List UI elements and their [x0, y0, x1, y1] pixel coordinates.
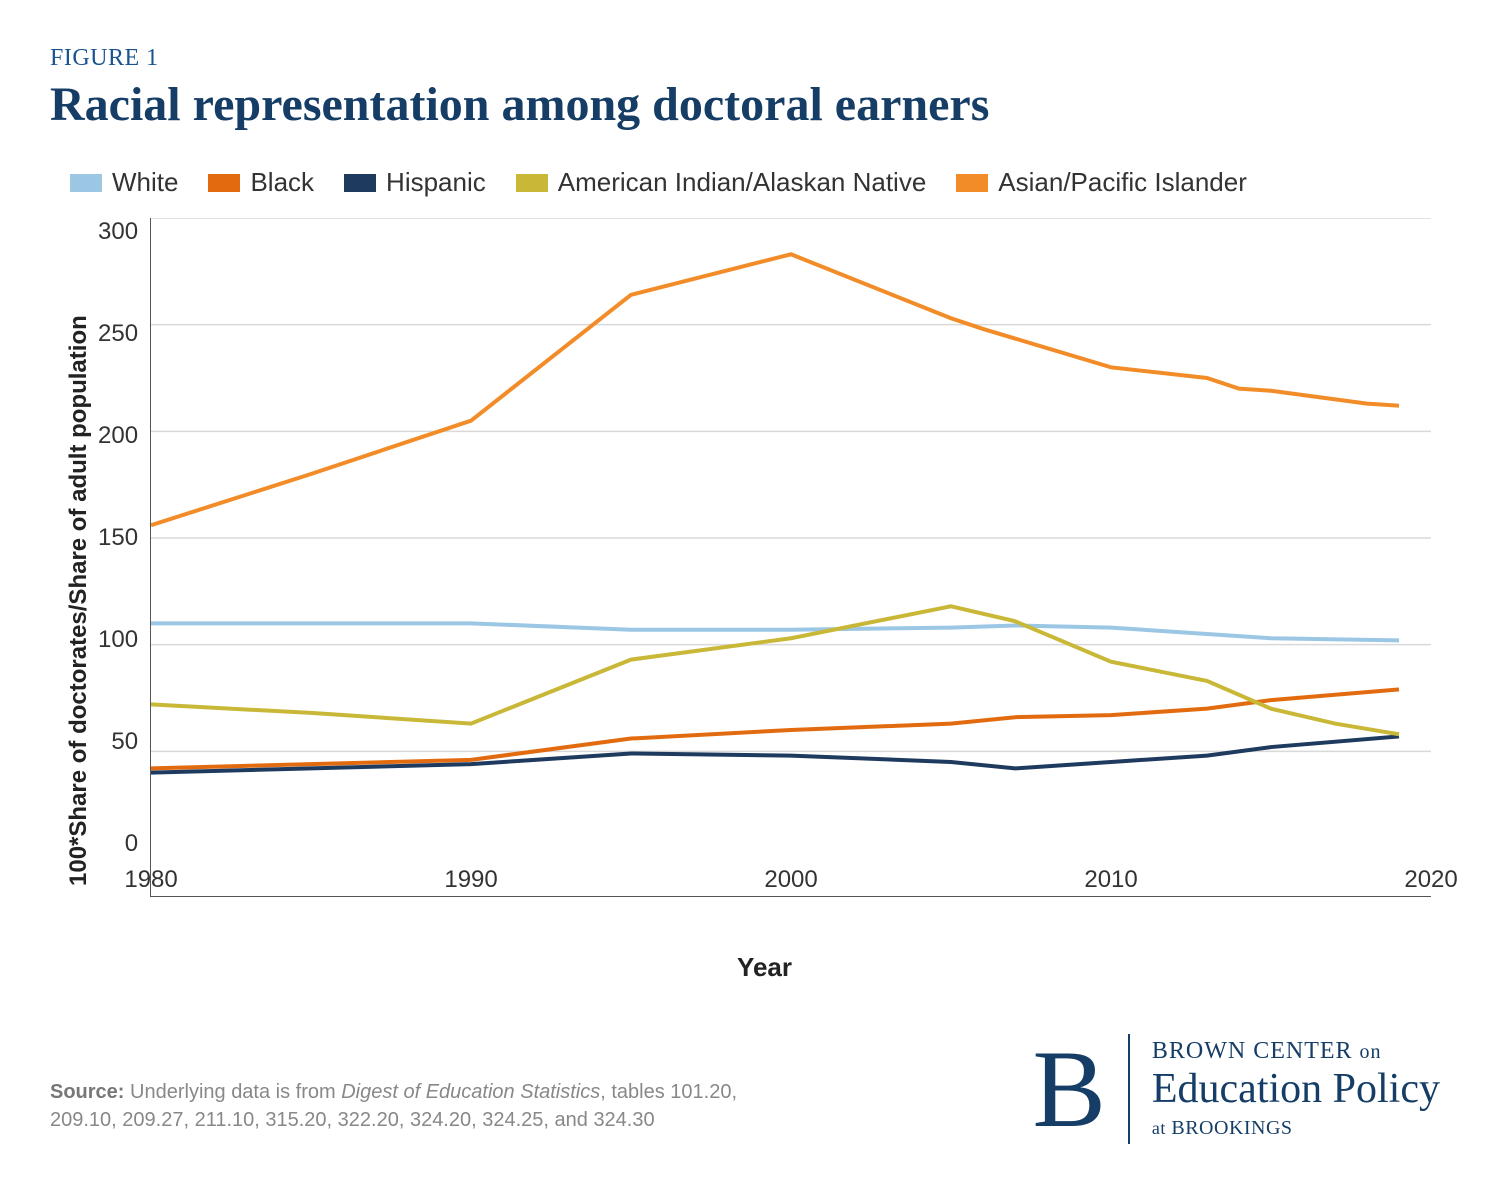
series-line: [151, 736, 1399, 772]
legend-item: American Indian/Alaskan Native: [516, 167, 927, 198]
x-tick: 2000: [764, 866, 817, 894]
y-tick: 0: [125, 830, 138, 858]
y-tick: 300: [98, 218, 138, 246]
logo-line1: BROWN CENTER on: [1152, 1038, 1440, 1066]
series-line: [151, 254, 1399, 525]
x-tick: 2020: [1404, 866, 1457, 894]
legend-item: Hispanic: [344, 167, 486, 198]
x-axis-label: Year: [98, 952, 1431, 983]
y-tick: 150: [98, 524, 138, 552]
plot-region: 19801990200020102020: [150, 218, 1431, 897]
y-tick: 50: [111, 728, 138, 756]
legend-label: White: [112, 167, 178, 198]
chart-area: 100*Share of doctorates/Share of adult p…: [60, 218, 1450, 983]
x-tick: 1980: [124, 866, 177, 894]
source-italic: Digest of Education Statistics: [341, 1081, 600, 1103]
y-tick: 200: [98, 422, 138, 450]
chart-title: Racial representation among doctoral ear…: [50, 77, 1450, 132]
legend-item: Asian/Pacific Islander: [956, 167, 1247, 198]
chart-svg: [151, 218, 1431, 858]
logo-line1-b: on: [1360, 1041, 1382, 1063]
legend-label: Asian/Pacific Islander: [998, 167, 1247, 198]
legend-item: Black: [208, 167, 314, 198]
figure-label: FIGURE 1: [50, 45, 1450, 72]
y-axis-ticks: 300 250 200 150 100 50 0: [98, 218, 150, 858]
logo-letter: B: [1033, 1034, 1130, 1144]
source-label: Source:: [50, 1081, 124, 1103]
logo-line3: at BROOKINGS: [1152, 1117, 1440, 1140]
x-tick: 1990: [444, 866, 497, 894]
legend-label: Black: [250, 167, 314, 198]
logo-line1-a: BROWN CENTER: [1152, 1038, 1353, 1064]
source-text-1: Underlying data is from: [124, 1081, 341, 1103]
legend-item: White: [70, 167, 178, 198]
logo-line2: Education Policy: [1152, 1065, 1440, 1113]
legend-label: Hispanic: [386, 167, 486, 198]
legend-swatch: [516, 174, 548, 192]
legend-swatch: [956, 174, 988, 192]
logo-line3-b: BROOKINGS: [1171, 1117, 1292, 1139]
series-line: [151, 623, 1399, 640]
x-tick: 2010: [1084, 866, 1137, 894]
brookings-logo: B BROWN CENTER on Education Policy at BR…: [1033, 1034, 1441, 1144]
logo-line3-a: at: [1152, 1118, 1166, 1138]
x-axis-ticks: 19801990200020102020: [151, 866, 1431, 896]
y-tick: 250: [98, 320, 138, 348]
y-tick: 100: [98, 626, 138, 654]
legend: White Black Hispanic American Indian/Alaska…: [70, 167, 1450, 198]
y-axis-label: 100*Share of doctorates/Share of adult p…: [60, 218, 98, 983]
series-line: [151, 606, 1399, 734]
source-note: Source: Underlying data is from Digest o…: [50, 1078, 770, 1134]
legend-swatch: [344, 174, 376, 192]
legend-swatch: [208, 174, 240, 192]
legend-label: American Indian/Alaskan Native: [558, 167, 927, 198]
legend-swatch: [70, 174, 102, 192]
